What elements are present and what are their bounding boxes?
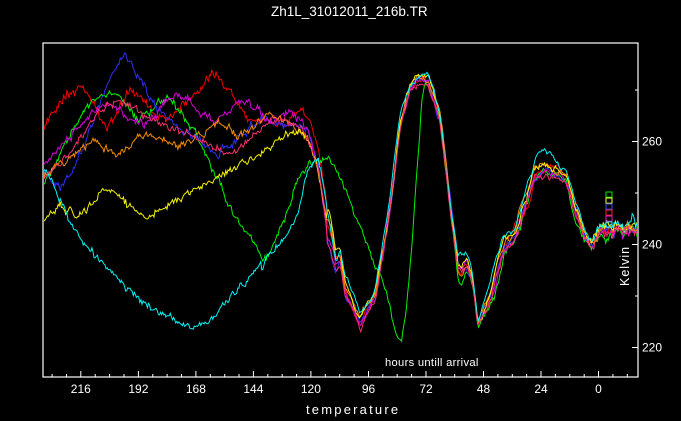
svg-text:hours untill arrival: hours untill arrival [385,357,479,369]
svg-text:120: 120 [301,382,321,396]
svg-text:Kelvin: Kelvin [618,246,632,286]
svg-text:260: 260 [642,135,662,149]
svg-text:220: 220 [642,341,662,355]
svg-text:192: 192 [128,382,148,396]
svg-text:96: 96 [362,382,376,396]
svg-text:72: 72 [419,382,433,396]
svg-text:216: 216 [71,382,91,396]
svg-text:48: 48 [477,382,491,396]
svg-text:144: 144 [243,382,263,396]
svg-text:temperature: temperature [306,402,400,417]
svg-text:240: 240 [642,238,662,252]
svg-text:24: 24 [534,382,548,396]
svg-text:Zh1L_31012011_216b.TR: Zh1L_31012011_216b.TR [271,4,428,19]
svg-text:168: 168 [186,382,206,396]
svg-text:0: 0 [595,382,602,396]
